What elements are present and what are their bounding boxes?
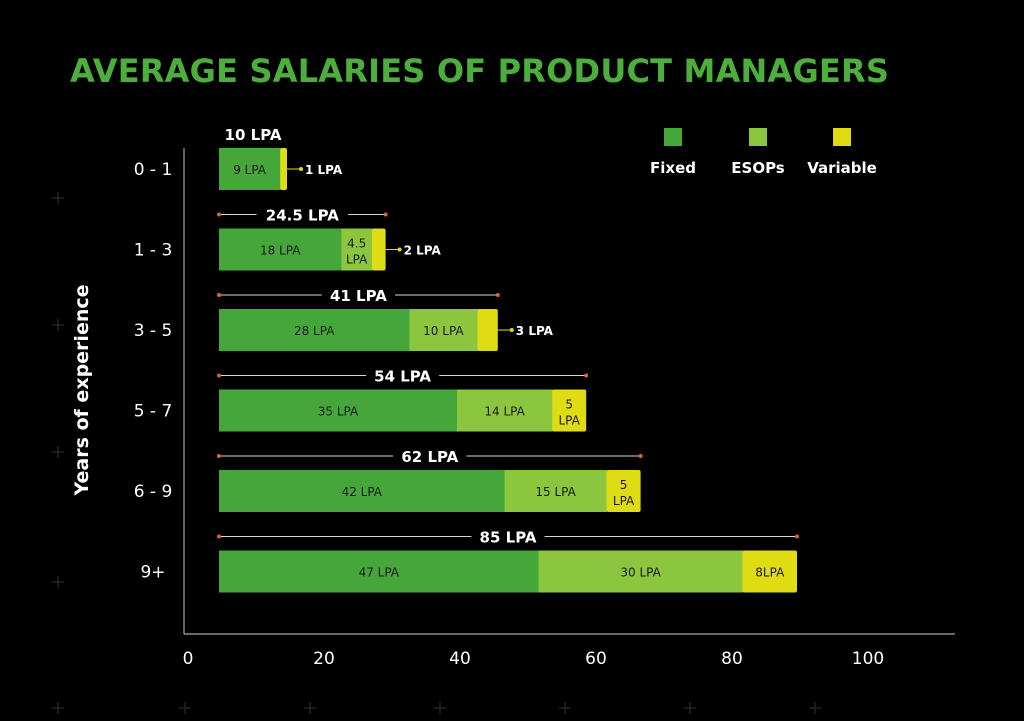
bar-segment-fixed [219,309,410,351]
bar-value-label-unit: LPA [559,414,581,428]
bar-value-callout: 3 LPA [516,324,554,338]
bar-value-label: 5 [565,398,573,412]
x-tick-label: 60 [585,649,607,669]
grid-marker [809,702,821,714]
bar-value-label-unit: LPA [613,494,635,508]
chart-title: AVERAGE SALARIES OF PRODUCT MANAGERS [70,52,890,90]
total-label: 62 LPA [401,448,458,466]
y-tick-label: 1 - 3 [134,241,173,261]
y-tick-label: 6 - 9 [134,482,173,502]
grid-marker [52,576,64,588]
x-tick-label: 80 [721,649,743,669]
bar-segment-esops [504,470,608,512]
bar-segment-variable [552,389,587,432]
total-line-start-marker [217,454,221,458]
total-line-start-marker [217,534,221,539]
bar-value-label: 14 LPA [484,405,525,419]
legend-swatch [833,128,851,146]
bar-segment-variable [372,228,386,271]
x-tick-label: 0 [183,649,194,669]
y-tick-label: 0 - 1 [134,160,173,180]
bar-value-label: 4.5 [347,237,366,251]
total-line-start-marker [217,293,221,297]
y-tick-label: 3 - 5 [134,321,173,341]
bar-value-label: 30 LPA [620,566,661,580]
legend-label: Fixed [650,159,696,177]
bar-segment-variable [280,148,287,190]
x-tick-label: 20 [313,649,335,669]
bar-value-label-unit: LPA [346,253,368,267]
bar-value-label: 28 LPA [294,324,335,338]
callout-dot [397,247,402,252]
total-line-end-marker [584,373,589,378]
bar-segment-fixed [219,470,506,512]
grid-marker [179,702,191,714]
bar-value-label: 35 LPA [318,405,359,419]
bar-value-label: 10 LPA [423,324,464,338]
bar-segment-fixed [219,148,281,190]
total-label-bg [366,365,440,386]
bar-segment-variable [742,550,797,593]
legend-label: ESOPs [731,159,785,177]
total-line-end-marker [495,293,500,297]
legend-swatch [664,128,682,146]
total-label: 54 LPA [374,368,431,386]
grid-marker [559,702,571,714]
total-line-start-marker [217,373,221,378]
total-label-bg [471,526,545,547]
bar-value-label: 18 LPA [260,244,301,258]
grid-marker [304,702,316,714]
grid-marker [52,192,64,204]
total-label-bg [216,124,290,144]
bar-value-callout: 1 LPA [305,163,343,177]
bar-segment-esops [538,550,744,593]
grid-marker [434,702,446,714]
x-tick-label: 100 [852,649,884,669]
bar-segment-fixed [219,389,458,432]
grid-marker [52,702,64,714]
grid-marker [52,319,64,331]
total-label-bg [393,446,467,466]
grid-marker [52,446,64,458]
bar-value-label: 15 LPA [535,485,576,499]
y-tick-label: 5 - 7 [134,402,173,422]
bar-value-label: 47 LPA [359,566,400,580]
bar-segment-fixed [219,550,540,593]
bar-value-label: 42 LPA [342,485,383,499]
grid-marker [684,702,696,714]
bar-value-callout: 2 LPA [404,244,442,258]
legend-swatch [749,128,767,146]
total-label: 24.5 LPA [266,207,339,225]
total-line-end-marker [638,454,643,458]
total-label-bg [256,204,349,225]
bar-segment-esops [409,309,478,351]
total-line-start-marker [217,212,221,217]
total-label-bg [321,285,395,305]
bar-segment-fixed [219,228,342,271]
legend-label: Variable [807,159,877,177]
total-label: 41 LPA [330,287,387,305]
total-line-end-marker [795,534,799,539]
callout-dot [509,328,514,332]
total-line-end-marker [383,212,388,217]
y-tick-label: 9+ [140,563,165,583]
bar-value-label: 5 [620,478,628,492]
bar-value-label: 8LPA [755,566,785,580]
bar-segment-esops [341,228,373,271]
x-tick-label: 40 [449,649,471,669]
total-label: 10 LPA [225,126,282,144]
bar-segment-variable [606,470,641,512]
callout-dot [299,167,303,171]
bar-segment-esops [457,389,553,432]
bar-value-label: 9 LPA [233,163,267,177]
total-label: 85 LPA [480,529,537,547]
bar-segment-variable [477,309,498,351]
